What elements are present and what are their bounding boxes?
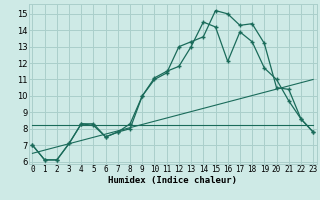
X-axis label: Humidex (Indice chaleur): Humidex (Indice chaleur) xyxy=(108,176,237,185)
